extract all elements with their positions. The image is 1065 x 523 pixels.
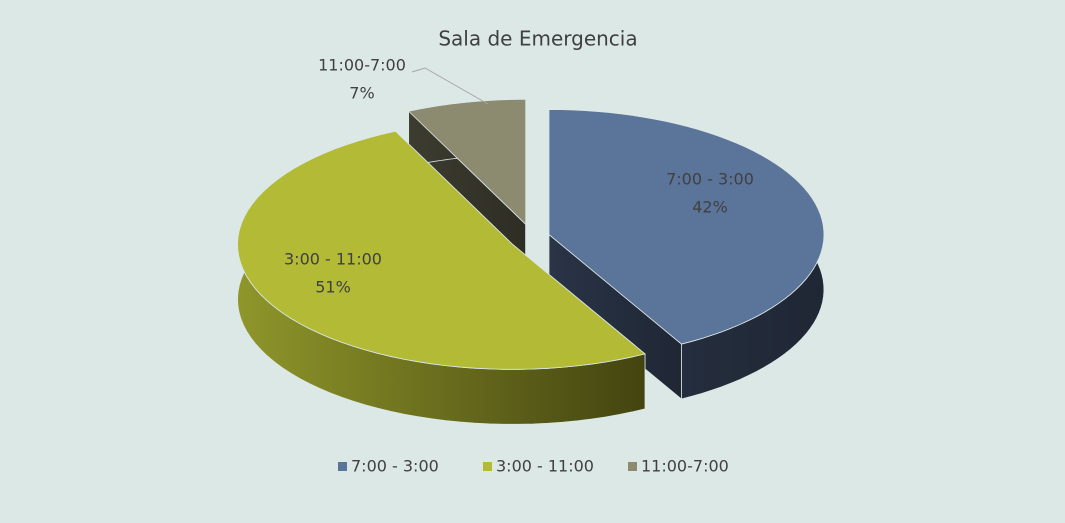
legend-swatch [628, 462, 637, 471]
data-label-name: 7:00 - 3:00 [666, 170, 754, 189]
data-label-value: 51% [315, 278, 351, 297]
legend-label: 7:00 - 3:00 [351, 457, 439, 476]
legend-swatch [483, 462, 492, 471]
legend-label: 3:00 - 11:00 [496, 457, 594, 476]
data-label-value: 42% [692, 198, 728, 217]
legend-swatch [338, 462, 347, 471]
slice [548, 109, 825, 345]
slice [237, 130, 646, 370]
data-label-value: 7% [349, 84, 374, 103]
legend-label: 11:00-7:00 [641, 457, 729, 476]
data-label-name: 3:00 - 11:00 [284, 250, 382, 269]
leader-line [411, 67, 489, 105]
data-label-name: 11:00-7:00 [318, 56, 406, 75]
slice [407, 98, 527, 226]
chart-title: Sala de Emergencia [438, 27, 637, 51]
